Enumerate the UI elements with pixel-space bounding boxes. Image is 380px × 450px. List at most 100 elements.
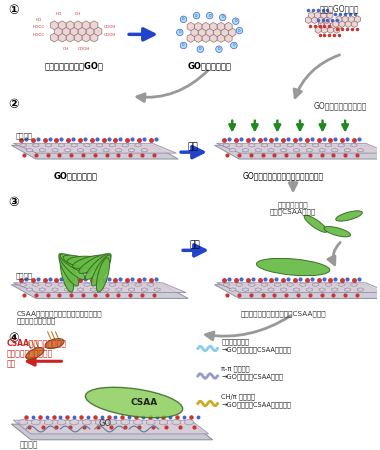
Polygon shape <box>51 21 58 30</box>
Polygon shape <box>261 144 268 147</box>
Polygon shape <box>357 288 363 291</box>
Polygon shape <box>141 288 147 291</box>
Polygon shape <box>135 283 141 287</box>
Polygon shape <box>355 16 361 22</box>
Polygon shape <box>103 288 109 291</box>
Polygon shape <box>90 148 97 152</box>
Polygon shape <box>319 148 325 152</box>
Ellipse shape <box>85 254 111 279</box>
Polygon shape <box>309 12 314 19</box>
Text: COOH: COOH <box>103 33 116 37</box>
Polygon shape <box>51 33 58 42</box>
Ellipse shape <box>304 216 327 232</box>
Polygon shape <box>82 33 90 42</box>
Text: ①: ① <box>8 4 19 17</box>
Polygon shape <box>59 283 65 287</box>
Polygon shape <box>154 288 160 291</box>
Polygon shape <box>236 144 242 147</box>
Polygon shape <box>59 33 66 42</box>
Polygon shape <box>261 283 268 287</box>
Ellipse shape <box>79 254 110 274</box>
Polygon shape <box>342 16 348 22</box>
Polygon shape <box>315 27 321 33</box>
Polygon shape <box>11 424 212 440</box>
Polygon shape <box>46 144 52 147</box>
Polygon shape <box>65 288 71 291</box>
Circle shape <box>180 42 187 49</box>
Circle shape <box>219 14 226 21</box>
Ellipse shape <box>63 255 97 268</box>
Polygon shape <box>97 144 103 147</box>
Text: OH: OH <box>63 47 70 51</box>
Polygon shape <box>109 144 116 147</box>
Polygon shape <box>334 27 340 33</box>
Polygon shape <box>321 12 327 19</box>
Polygon shape <box>324 17 330 23</box>
Text: GOが基材に吸着: GOが基材に吸着 <box>53 172 97 181</box>
Text: GOが相互作用により基材に強く吸着: GOが相互作用により基材に強く吸着 <box>243 172 324 181</box>
Polygon shape <box>217 22 225 31</box>
Text: COOH: COOH <box>103 26 116 30</box>
Polygon shape <box>11 145 178 159</box>
Polygon shape <box>84 144 90 147</box>
Text: O: O <box>199 47 201 51</box>
Ellipse shape <box>86 387 183 418</box>
Polygon shape <box>306 17 311 23</box>
Ellipse shape <box>59 255 79 286</box>
Ellipse shape <box>97 258 109 292</box>
Polygon shape <box>338 283 344 287</box>
Polygon shape <box>86 27 94 36</box>
Polygon shape <box>20 283 26 287</box>
Polygon shape <box>19 419 27 425</box>
Polygon shape <box>33 144 39 147</box>
Polygon shape <box>172 419 180 425</box>
Polygon shape <box>249 144 255 147</box>
Polygon shape <box>281 288 287 291</box>
Text: 水洗: 水洗 <box>188 142 198 151</box>
Polygon shape <box>223 144 230 147</box>
Polygon shape <box>108 419 117 425</box>
Text: 相互作用の弱い
余分なCSAAを除去: 相互作用の弱い 余分なCSAAを除去 <box>270 201 316 216</box>
Polygon shape <box>225 34 232 42</box>
Polygon shape <box>348 16 354 22</box>
Polygon shape <box>215 145 380 159</box>
Polygon shape <box>135 144 141 147</box>
Polygon shape <box>82 21 90 30</box>
Polygon shape <box>351 283 357 287</box>
Polygon shape <box>210 22 217 31</box>
Polygon shape <box>95 419 104 425</box>
Polygon shape <box>13 420 209 434</box>
Polygon shape <box>249 283 255 287</box>
Polygon shape <box>195 22 202 31</box>
Polygon shape <box>90 21 98 30</box>
Text: OH: OH <box>75 12 81 16</box>
Text: 基材表面: 基材表面 <box>15 272 32 279</box>
Polygon shape <box>336 16 342 22</box>
Polygon shape <box>27 148 33 152</box>
Polygon shape <box>215 285 380 298</box>
Polygon shape <box>90 288 97 291</box>
Ellipse shape <box>60 258 74 292</box>
Polygon shape <box>27 288 33 291</box>
Text: O: O <box>238 28 241 32</box>
Polygon shape <box>128 288 135 291</box>
Polygon shape <box>39 288 45 291</box>
Text: CH/π 相互作用
→GO芳香環とCSAAアルキル鎖: CH/π 相互作用 →GO芳香環とCSAAアルキル鎖 <box>222 393 291 408</box>
Polygon shape <box>103 148 109 152</box>
Polygon shape <box>293 148 299 152</box>
Polygon shape <box>268 288 274 291</box>
Text: O: O <box>195 14 198 18</box>
Circle shape <box>180 16 187 22</box>
Polygon shape <box>13 283 186 293</box>
Polygon shape <box>210 34 217 42</box>
Circle shape <box>231 42 237 49</box>
Polygon shape <box>325 22 331 28</box>
Text: GO単層膜が形成される: GO単層膜が形成される <box>314 101 367 110</box>
Polygon shape <box>198 28 206 36</box>
Polygon shape <box>74 33 82 42</box>
Ellipse shape <box>60 254 91 274</box>
Polygon shape <box>217 144 380 153</box>
Polygon shape <box>52 288 58 291</box>
Polygon shape <box>255 288 261 291</box>
Polygon shape <box>287 144 293 147</box>
